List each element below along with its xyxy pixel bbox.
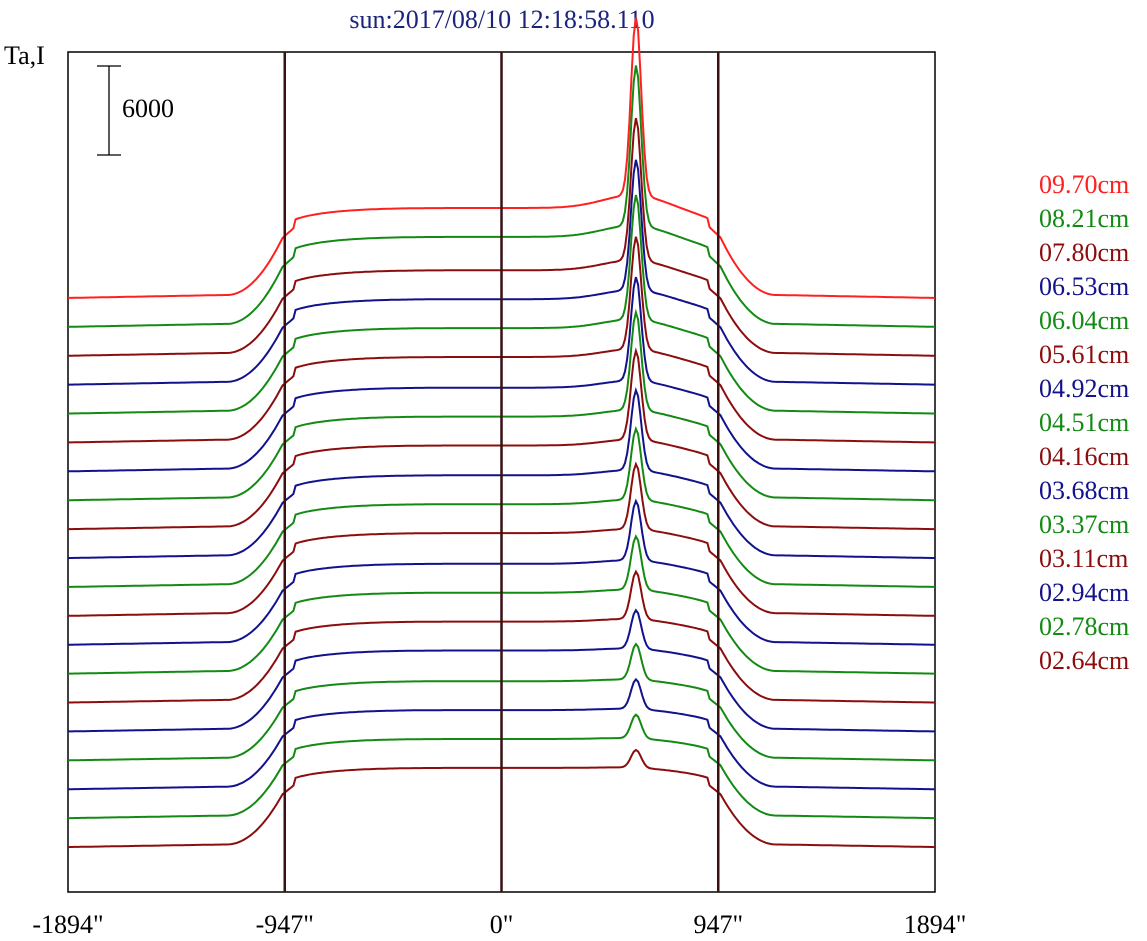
- chart-title: sun:2017/08/10 12:18:58.110: [349, 5, 654, 34]
- legend-entry: 07.80cm: [1039, 238, 1130, 267]
- legend: 09.70cm 08.21cm 07.80cm 06.53cm 06.04cm 05.61…: [1039, 168, 1129, 678]
- legend-entry: 05.61cm: [1039, 340, 1130, 369]
- legend-entry: 06.04cm: [1039, 306, 1130, 335]
- legend-entry: 02.94cm: [1039, 578, 1130, 607]
- scale-bar: 6000: [97, 65, 174, 156]
- x-tick-label: 1894": [904, 910, 967, 939]
- legend-entry: 06.53cm: [1039, 272, 1130, 301]
- scale-bar-label: 6000: [122, 94, 174, 123]
- legend-entry: 03.68cm: [1039, 476, 1130, 505]
- reference-lines: [283, 52, 720, 892]
- x-tick-label: -1894": [32, 910, 103, 939]
- legend-entry: 02.78cm: [1039, 612, 1130, 641]
- legend-entry: 03.37cm: [1039, 510, 1130, 539]
- x-tick-label: 0": [490, 910, 514, 939]
- y-axis-label: Ta,I: [4, 41, 45, 70]
- legend-entry: 02.64cm: [1039, 646, 1130, 675]
- legend-entry: 08.21cm: [1039, 204, 1130, 233]
- legend-entry: 04.92cm: [1039, 374, 1130, 403]
- x-tick-labels: -1894" -947" 0" 947" 1894": [32, 910, 966, 939]
- legend-entry: 04.16cm: [1039, 442, 1130, 471]
- legend-entry: 09.70cm: [1039, 170, 1130, 199]
- x-tick-label: -947": [256, 910, 314, 939]
- legend-entry: 03.11cm: [1039, 544, 1129, 573]
- x-tick-label: 947": [693, 910, 743, 939]
- legend-entry: 04.51cm: [1039, 408, 1130, 437]
